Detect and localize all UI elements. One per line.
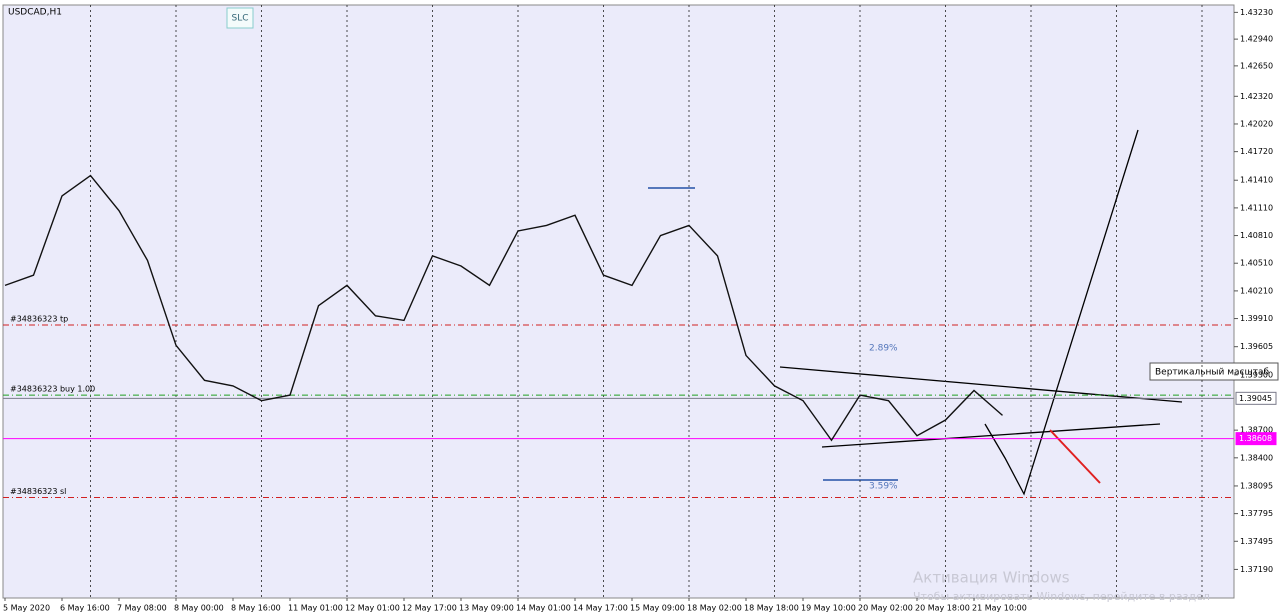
y-tick-label: 1.40510 bbox=[1240, 259, 1273, 268]
y-tick-label: 1.42020 bbox=[1240, 119, 1273, 128]
y-tick-label: 1.37495 bbox=[1240, 537, 1273, 546]
x-tick-label: 15 May 09:00 bbox=[630, 604, 685, 613]
price-tag bbox=[1235, 391, 1277, 405]
y-tick-label: 1.41410 bbox=[1240, 176, 1273, 185]
x-tick-label: 21 May 10:00 bbox=[972, 604, 1027, 613]
y-tick-label: 1.39300 bbox=[1240, 370, 1273, 379]
y-tick-label: 1.43230 bbox=[1240, 8, 1273, 17]
y-tick-label: 1.38095 bbox=[1240, 481, 1273, 490]
price-line-series bbox=[4, 174, 1003, 442]
x-tick-label: 18 May 02:00 bbox=[687, 604, 742, 613]
slc-button[interactable] bbox=[226, 7, 254, 29]
tooltip-box bbox=[1149, 362, 1279, 381]
x-tick-label: 20 May 02:00 bbox=[858, 604, 913, 613]
x-tick-label: 13 May 09:00 bbox=[459, 604, 514, 613]
y-tick-label: 1.39910 bbox=[1240, 314, 1273, 323]
y-tick-label: 1.37795 bbox=[1240, 509, 1273, 518]
tooltip: Вертикальный масштаб bbox=[1155, 368, 1269, 378]
annotation: 2.89% bbox=[869, 344, 898, 354]
y-tick-label: 1.40210 bbox=[1240, 286, 1273, 295]
watermark-text: Чтобы активировать Windows, перейдите в … bbox=[913, 590, 1210, 603]
y-tick-label: 1.39605 bbox=[1240, 342, 1273, 351]
price-tag-label: 1.39045 bbox=[1239, 394, 1272, 403]
y-tick-label: 1.40810 bbox=[1240, 231, 1273, 240]
slc-label: SLC bbox=[231, 14, 248, 24]
level-label: #34836323 tp bbox=[10, 315, 68, 324]
y-tick-label: 1.41110 bbox=[1240, 203, 1273, 212]
y-tick-label: 1.38400 bbox=[1240, 453, 1273, 462]
trend-line bbox=[821, 423, 1161, 448]
x-tick-label: 18 May 18:00 bbox=[744, 604, 799, 613]
y-tick-label: 1.41720 bbox=[1240, 147, 1273, 156]
x-tick-label: 11 May 01:00 bbox=[288, 604, 343, 613]
y-tick-label: 1.42320 bbox=[1240, 92, 1273, 101]
y-tick-label: 1.37190 bbox=[1240, 565, 1273, 574]
level-label: #34836323 buy 1.00 bbox=[10, 385, 95, 394]
projection bbox=[984, 129, 1139, 496]
x-tick-label: 8 May 00:00 bbox=[174, 604, 224, 613]
x-tick-label: 12 May 17:00 bbox=[402, 604, 457, 613]
x-tick-label: 6 May 16:00 bbox=[60, 604, 110, 613]
x-tick-label: 20 May 18:00 bbox=[915, 604, 970, 613]
chart-title: USDCAD,H1 bbox=[8, 8, 62, 18]
trend-line bbox=[779, 366, 1183, 403]
plot-area bbox=[2, 4, 1235, 599]
x-tick-label: 14 May 01:00 bbox=[516, 604, 571, 613]
x-tick-label: 7 May 08:00 bbox=[117, 604, 167, 613]
price-tag bbox=[1235, 432, 1277, 446]
watermark-title: Активация Windows bbox=[913, 569, 1070, 587]
price-tag-label: 1.38608 bbox=[1239, 434, 1272, 443]
x-tick-label: 5 May 2020 bbox=[3, 604, 50, 613]
y-tick-label: 1.42650 bbox=[1240, 61, 1273, 70]
y-tick-label: 1.38700 bbox=[1240, 426, 1273, 435]
x-tick-label: 8 May 16:00 bbox=[231, 604, 281, 613]
annotation: 3.59% bbox=[869, 482, 898, 492]
level-label: #34836323 sl bbox=[10, 487, 66, 496]
x-tick-label: 19 May 10:00 bbox=[801, 604, 856, 613]
x-tick-label: 14 May 17:00 bbox=[573, 604, 628, 613]
y-tick-label: 1.42940 bbox=[1240, 35, 1273, 44]
x-tick-label: 12 May 01:00 bbox=[345, 604, 400, 613]
